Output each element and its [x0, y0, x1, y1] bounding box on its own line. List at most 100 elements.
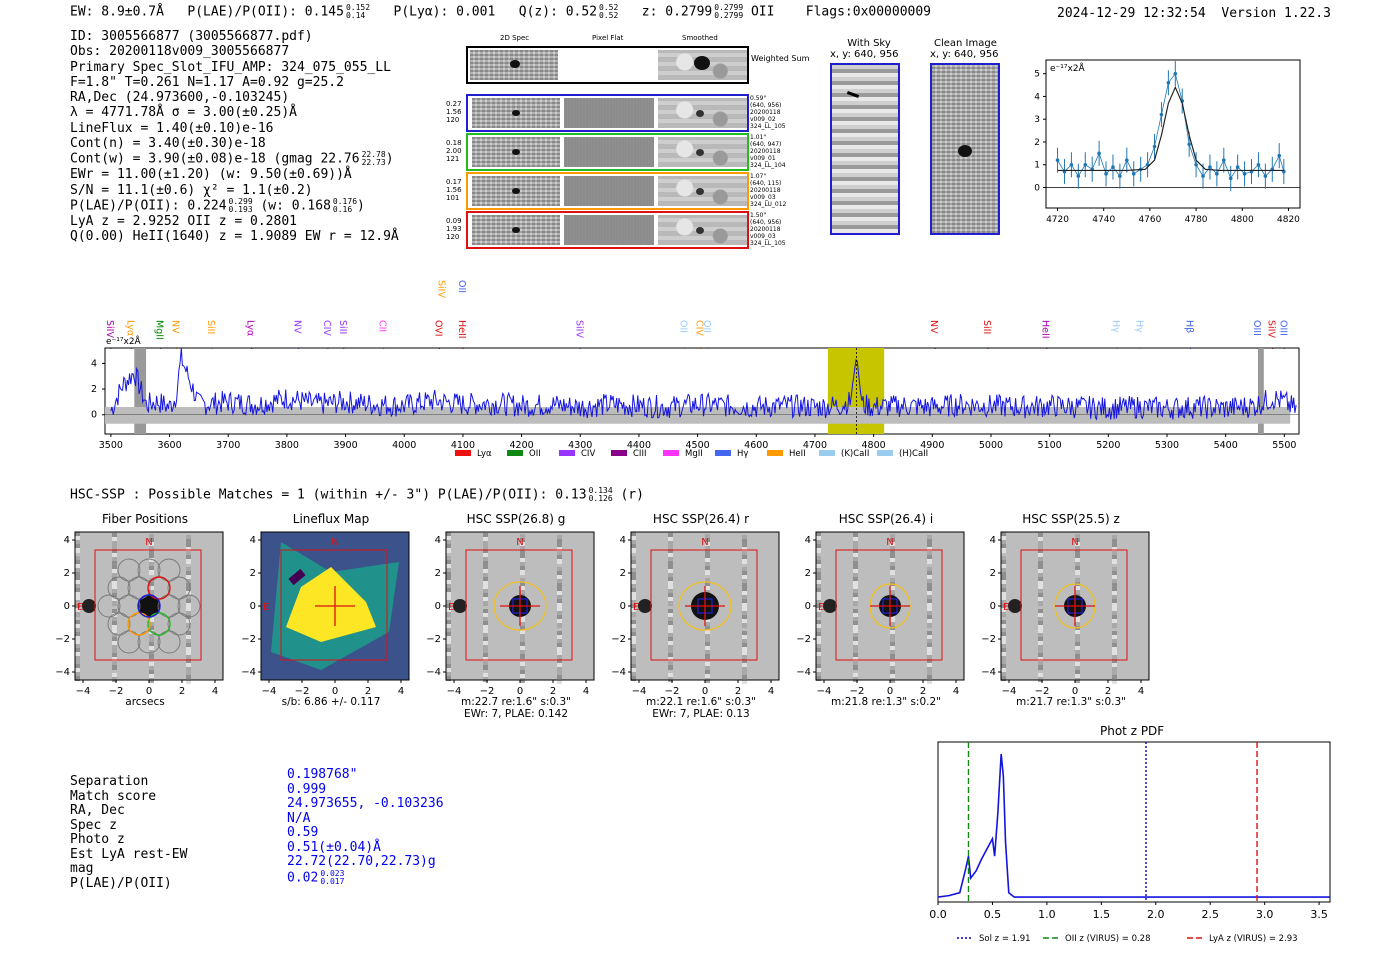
hsc-noise-pixel [446, 624, 451, 629]
legend-label: CIII [633, 449, 646, 459]
hsc-noise-pixel [705, 646, 710, 651]
hsc-noise-pixel [112, 569, 117, 574]
hsc-noise-pixel [1112, 583, 1117, 588]
hsc-noise-pixel [446, 604, 451, 609]
hsc-noise-pixel [520, 622, 525, 627]
hsc-x-tick-label: −4 [447, 686, 462, 697]
photz-legend-label: OII z (VIRUS) = 0.28 [1065, 934, 1151, 944]
hsc-noise-pixel [446, 608, 451, 613]
hsc-noise-pixel [1075, 634, 1080, 639]
hsc-noise-pixel [1038, 565, 1043, 570]
cutout-meta-line: 1.01" [750, 134, 767, 141]
hsc-noise-pixel [520, 558, 525, 563]
hsc-noise-pixel [483, 617, 488, 622]
hsc-noise-pixel [742, 559, 747, 564]
hsc-y-tick-label: 0 [250, 601, 256, 612]
hsc-noise-pixel [705, 558, 710, 563]
cutout-pixelflat [564, 98, 654, 128]
hsc-noise-pixel [483, 641, 488, 646]
hsc-noise-pixel [557, 611, 562, 616]
lineflux-peak [286, 567, 376, 642]
hsc-noise-pixel [890, 654, 895, 659]
cutout-meta-line: 20200118 [750, 109, 781, 116]
hsc-noise-pixel [186, 583, 191, 588]
hsc-noise-pixel [816, 580, 821, 585]
zoom-x-tick-label: 4780 [1185, 215, 1208, 225]
east-label: E [77, 602, 83, 613]
cutout-meta-line: 20200118 [750, 148, 781, 155]
hsc-noise-pixel [890, 586, 895, 591]
match-label: RA, Dec [70, 803, 125, 818]
header-plae-hi: 0.152 [345, 3, 371, 12]
legend-label: (H)CaII [899, 449, 928, 459]
hsc-noise-pixel [75, 644, 80, 649]
hsc-noise-pixel [631, 596, 636, 601]
spectral-line-label-top: OII [456, 280, 467, 293]
hsc-noise-pixel [927, 543, 932, 548]
hsc-noise-pixel [742, 551, 747, 556]
hsc-noise-pixel [112, 541, 117, 546]
spectral-line-label: NV [170, 320, 181, 334]
hsc-noise-pixel [1038, 569, 1043, 574]
hsc-noise-pixel [705, 654, 710, 659]
cutout-meta-line: v009_02 [750, 116, 776, 123]
hsc-noise-pixel [557, 555, 562, 560]
legend-swatch [767, 450, 783, 456]
hsc-noise-pixel [520, 570, 525, 575]
fiber-circle [117, 594, 141, 618]
match-label: mag [70, 861, 94, 876]
hsc-noise-pixel [631, 604, 636, 609]
zoom-unit: e⁻¹⁷x2Å [1050, 62, 1086, 74]
match-label: P(LAE)/P(OII) [70, 875, 172, 891]
hsc-noise-pixel [1001, 608, 1006, 613]
hsc-noise-pixel [853, 617, 858, 622]
legend-label: MgII [685, 449, 703, 459]
spectral-line-label: OIII [1277, 320, 1288, 336]
info-plae-text: P(LAE)/P(OII): 0.224 [70, 198, 227, 214]
hsc-noise-pixel [927, 631, 932, 636]
hsc-noise-pixel [1112, 667, 1117, 672]
hsc-x-tick-label: −4 [76, 686, 91, 697]
fiber-circle [107, 576, 131, 600]
hsc-noise-pixel [112, 637, 117, 642]
hsc-noise-pixel [631, 580, 636, 585]
hsc-noise-pixel [927, 619, 932, 624]
hsc-noise-pixel [705, 538, 710, 543]
hsc-y-tick-label: 0 [64, 601, 70, 612]
hsc-x-tick-label: 2 [920, 686, 926, 697]
cutout-smoothed [658, 215, 747, 245]
hsc-noise-pixel [631, 568, 636, 573]
hsc-noise-pixel [446, 580, 451, 585]
info-lineflux: LineFlux = 1.40(±0.10)e-16 [70, 120, 274, 136]
north-label: N [145, 537, 152, 548]
info-slot: Primary Spec_Slot_IFU_AMP: 324_075_055_L… [70, 59, 391, 75]
east-label: E [818, 602, 824, 613]
hsc-noise-pixel [668, 645, 673, 650]
hsc-noise-pixel [186, 631, 191, 636]
header-z-lo: 0.2799 [714, 11, 744, 20]
hsc-noise-pixel [112, 641, 117, 646]
hsc-y-tick-label: −4 [611, 667, 626, 678]
zoom-data-point [1055, 158, 1060, 162]
hsc-noise-pixel [186, 651, 191, 656]
hsc-y-tick-label: 4 [620, 535, 626, 546]
hsc-noise-pixel [853, 553, 858, 558]
hsc-noise-pixel [1038, 549, 1043, 554]
hsc-noise-pixel [483, 597, 488, 602]
cutout-smoothed [658, 98, 747, 128]
hsc-noise-pixel [75, 560, 80, 565]
hsc-panel-svg: N E −4 −2 0 2 4 4 2 0 −2 −4 [426, 531, 595, 697]
cutout-2dspec [472, 137, 560, 167]
hsc-noise-pixel [705, 650, 710, 655]
hsc-noise-pixel [557, 551, 562, 556]
spectrum-x-tick-label: 4300 [568, 440, 592, 451]
hsc-noise-pixel [1075, 654, 1080, 659]
match-value-text: 22.72(22.70,22.73)g [287, 854, 436, 869]
hsc-noise-pixel [75, 568, 80, 573]
cutout-row [466, 94, 749, 132]
hsc-noise-pixel [742, 643, 747, 648]
hsc-panel-title: HSC SSP(26.4) i [838, 512, 934, 526]
spectrum-x-tick-label: 5200 [1096, 440, 1120, 451]
hsc-y-tick-label: 0 [990, 601, 996, 612]
hsc-noise-pixel [446, 628, 451, 633]
